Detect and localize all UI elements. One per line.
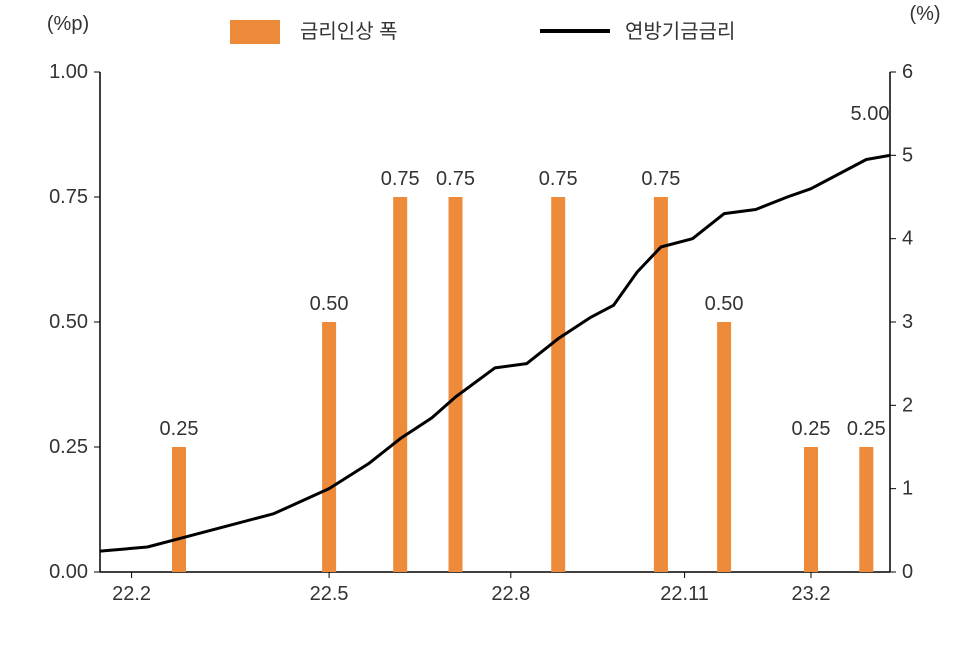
x-tick-label: 22.5 bbox=[310, 583, 349, 605]
right-tick-label: 6 bbox=[902, 61, 913, 83]
bar bbox=[717, 322, 731, 572]
bar bbox=[393, 197, 407, 572]
left-tick-label: 1.00 bbox=[49, 61, 88, 83]
bar-label: 0.75 bbox=[436, 168, 475, 190]
chart-container: (%p) (%) 0.00 0.25 0.50 0.75 1.00 0 1 2 3 4 5 6 22.2 22… bbox=[0, 0, 961, 648]
bar bbox=[859, 447, 873, 572]
bar-label: 0.50 bbox=[705, 293, 744, 315]
left-tick-label: 0.50 bbox=[49, 311, 88, 333]
left-axis-title: (%p) bbox=[47, 13, 89, 35]
legend-line-label: 연방기금금리 bbox=[625, 20, 735, 43]
right-tick-label: 2 bbox=[902, 394, 913, 416]
left-tick-label: 0.25 bbox=[49, 436, 88, 458]
left-tick-label: 0.75 bbox=[49, 186, 88, 208]
line-end-label: 5.00 bbox=[851, 103, 890, 125]
right-tick-label: 1 bbox=[902, 478, 913, 500]
x-tick-label: 23.2 bbox=[792, 583, 831, 605]
x-tick-label: 22.8 bbox=[491, 583, 530, 605]
bar-label: 0.50 bbox=[310, 293, 349, 315]
legend-bar-label: 금리인상 폭 bbox=[300, 20, 398, 43]
bar-label: 0.25 bbox=[792, 418, 831, 440]
left-tick-label: 0.00 bbox=[49, 561, 88, 583]
bar-label: 0.75 bbox=[381, 168, 420, 190]
bar bbox=[804, 447, 818, 572]
legend-bar-swatch bbox=[230, 20, 280, 44]
x-tick-label: 22.2 bbox=[112, 583, 151, 605]
bar bbox=[172, 447, 186, 572]
right-axis-title: (%) bbox=[909, 3, 940, 25]
line-series bbox=[100, 155, 890, 551]
right-tick-label: 3 bbox=[902, 311, 913, 333]
bar bbox=[322, 322, 336, 572]
x-tick-label: 22.11 bbox=[660, 583, 709, 605]
bar-label: 0.25 bbox=[847, 418, 886, 440]
bar bbox=[551, 197, 565, 572]
bar bbox=[449, 197, 463, 572]
right-tick-label: 5 bbox=[902, 144, 913, 166]
combo-chart-svg: (%p) (%) 0.00 0.25 0.50 0.75 1.00 0 1 2 3 4 5 6 22.2 22… bbox=[0, 0, 961, 648]
bar-label: 0.25 bbox=[160, 418, 199, 440]
bar-label: 0.75 bbox=[641, 168, 680, 190]
right-tick-label: 0 bbox=[902, 561, 913, 583]
bar-label: 0.75 bbox=[539, 168, 578, 190]
right-tick-label: 4 bbox=[902, 228, 913, 250]
